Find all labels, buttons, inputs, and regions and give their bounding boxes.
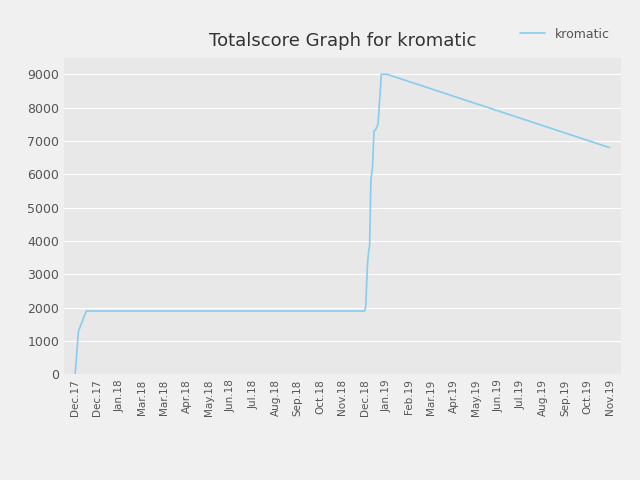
- kromatic: [378, 72, 385, 77]
- kromatic: [369, 165, 376, 170]
- kromatic: [83, 308, 90, 314]
- Title: Totalscore Graph for kromatic: Totalscore Graph for kromatic: [209, 33, 476, 50]
- Line: kromatic: kromatic: [75, 74, 610, 374]
- kromatic: [383, 72, 391, 77]
- kromatic: [365, 248, 372, 254]
- kromatic: [364, 263, 371, 269]
- kromatic: [71, 372, 79, 377]
- kromatic: [362, 303, 370, 309]
- kromatic: [606, 145, 614, 151]
- kromatic: [75, 328, 83, 334]
- kromatic: [370, 128, 378, 134]
- kromatic: [365, 243, 373, 249]
- kromatic: [361, 308, 369, 314]
- Legend: kromatic: kromatic: [515, 23, 614, 46]
- kromatic: [372, 126, 380, 132]
- kromatic: [374, 121, 382, 127]
- kromatic: [367, 177, 375, 182]
